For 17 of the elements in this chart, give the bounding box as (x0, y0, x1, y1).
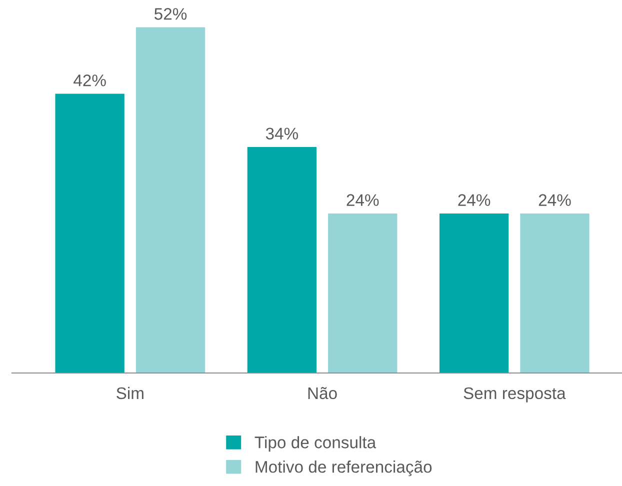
bar (328, 213, 398, 373)
data-label: 24% (538, 194, 571, 206)
data-label: 52% (154, 8, 187, 20)
bar (439, 213, 509, 373)
x-tick-label: Sim (116, 386, 144, 400)
legend-label: Tipo de consulta (254, 436, 376, 452)
x-tick-label: Não (308, 387, 337, 400)
data-label: 34% (266, 128, 298, 140)
legend-label: Motivo de referenciação (256, 460, 432, 476)
bar (136, 27, 206, 373)
bar (247, 146, 317, 373)
bar (55, 94, 124, 373)
data-label: 24% (346, 194, 379, 206)
x-tick-label: Sem resposta (464, 387, 566, 402)
data-label: 42% (74, 74, 106, 86)
bar (520, 213, 590, 373)
data-label: 24% (458, 194, 490, 206)
